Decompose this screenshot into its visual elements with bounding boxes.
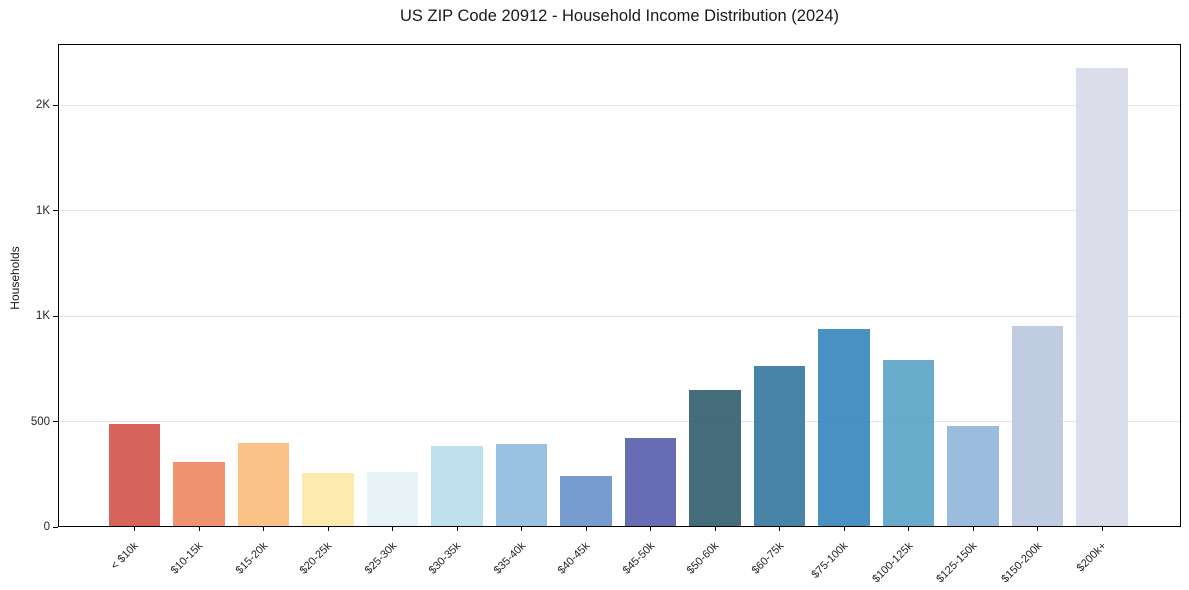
bar-$100-125k xyxy=(882,359,935,527)
bar-$150-200k xyxy=(1011,326,1064,527)
x-tick-label-text: < $10k xyxy=(109,540,142,573)
x-tick-mark xyxy=(1037,527,1039,531)
x-tick-label-text: $200k+ xyxy=(1074,540,1109,575)
bar-$45-50k xyxy=(624,438,677,527)
y-tick-label: 500 xyxy=(30,415,50,428)
x-tick-mark xyxy=(134,527,136,531)
x-tick-mark xyxy=(843,527,845,531)
y-gridline xyxy=(58,104,1181,106)
x-tick-label-text: $45-50k xyxy=(620,540,658,577)
y-axis-label: Households xyxy=(8,246,22,310)
x-tick-label-text: $150-200k xyxy=(998,540,1045,586)
bar-$75-100k xyxy=(818,329,870,527)
x-tick-label-text: $25-30k xyxy=(362,540,400,577)
x-tick-mark xyxy=(392,527,394,531)
y-tick-label: 0 xyxy=(43,521,50,533)
x-tick-mark xyxy=(972,527,974,531)
x-tick-label-text: $30-35k xyxy=(427,540,464,577)
bar-$125-150k xyxy=(947,425,999,527)
x-tick-label-text: $20-25k xyxy=(298,540,335,577)
bar-< $10k xyxy=(108,424,161,527)
x-tick-mark xyxy=(585,527,587,531)
x-tick-mark xyxy=(714,527,716,531)
y-tick-label: 2K xyxy=(35,99,50,112)
y-tick-mark xyxy=(53,104,58,106)
y-tick-label: 1K xyxy=(35,310,50,323)
y-gridline xyxy=(58,210,1181,212)
bar-$50-60k xyxy=(689,390,741,527)
x-tick-label-text: $125-150k xyxy=(934,540,980,586)
x-tick-label-text: $50-60k xyxy=(685,540,722,577)
x-tick-label-text: $15-20k xyxy=(233,540,271,577)
bar-$30-35k xyxy=(431,445,483,527)
bar-$15-20k xyxy=(237,443,290,527)
x-tick-label-text: $100-125k xyxy=(869,540,916,586)
bar-$60-75k xyxy=(753,365,806,527)
bar-$25-30k xyxy=(366,471,419,527)
x-tick-mark xyxy=(1101,527,1103,531)
x-tick-label-text: $60-75k xyxy=(749,540,787,577)
x-tick-mark xyxy=(908,527,910,531)
bar-$200k+ xyxy=(1076,68,1128,527)
x-tick-label-text: $35-40k xyxy=(491,540,529,577)
bar-$40-45k xyxy=(560,475,612,527)
x-tick-mark xyxy=(456,527,458,531)
y-gridline xyxy=(58,315,1181,317)
x-tick-label-text: $75-100k xyxy=(809,540,851,581)
x-tick-mark xyxy=(650,527,652,531)
y-tick-mark xyxy=(53,526,58,528)
plot-area xyxy=(58,44,1181,527)
y-tick-mark xyxy=(53,210,58,212)
x-tick-mark xyxy=(198,527,200,531)
x-tick-mark xyxy=(327,527,329,531)
y-tick-label: 1K xyxy=(35,204,50,217)
y-gridline xyxy=(58,421,1181,423)
y-tick-mark xyxy=(53,315,58,317)
x-tick-label-text: $10-15k xyxy=(169,540,206,577)
bar-$35-40k xyxy=(495,443,548,527)
x-tick-mark xyxy=(263,527,265,531)
chart-title: US ZIP Code 20912 - Household Income Dis… xyxy=(399,7,839,25)
x-tick-mark xyxy=(779,527,781,531)
bar-$10-15k xyxy=(173,461,225,527)
x-tick-mark xyxy=(521,527,523,531)
y-tick-mark xyxy=(53,421,58,423)
bar-$20-25k xyxy=(302,473,354,527)
x-tick-label-text: $40-45k xyxy=(556,540,593,577)
